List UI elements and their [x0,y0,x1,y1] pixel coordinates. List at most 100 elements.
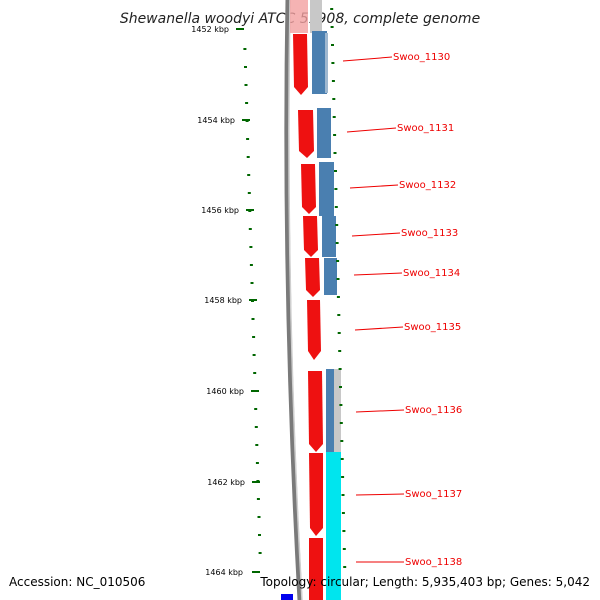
gene-label-swoo-1134[interactable]: Swoo_1134 [403,268,460,279]
tick-label-1460: 1460 kbp [206,387,244,396]
minor-tick-right [333,152,337,154]
hit-4 [322,216,336,257]
minor-tick-right [332,116,336,118]
tick-label-1456: 1456 kbp [201,206,239,215]
tick-label-1454: 1454 kbp [197,116,235,125]
minor-tick-right [341,512,345,514]
topology-text: Topology: circular; Length: 5,935,403 bp… [259,575,590,589]
cds-arrow-swoo-1134 [305,258,320,297]
hit-5 [324,258,337,295]
minor-tick-right [340,458,344,460]
minor-tick-right [330,26,334,28]
minor-tick-right [334,188,338,190]
hit-1 [312,31,327,94]
minor-tick-right [336,278,340,280]
leader-swoo-1136 [355,409,405,413]
cds-arrow-swoo-1131 [298,110,314,158]
minor-tick-left [254,426,258,428]
leader-swoo-1132 [349,184,399,189]
minor-tick-left [245,120,249,122]
minor-tick-left [244,66,247,68]
minor-tick-right [337,314,341,316]
leader-swoo-1137 [355,493,405,496]
minor-tick-left [246,156,250,158]
bottom-marker [281,594,293,600]
minor-tick-left [251,318,255,320]
cds-arrow-swoo-1137 [309,453,323,536]
minor-tick-left [258,534,261,536]
cds-arrow-swoo-1132 [301,164,316,214]
gene-label-swoo-1132[interactable]: Swoo_1132 [399,180,456,191]
minor-tick-left [244,84,248,86]
minor-tick-left [252,336,256,338]
minor-tick-right [331,44,334,46]
minor-tick-left [248,210,252,212]
minor-tick-right [342,548,346,550]
gene-label-swoo-1131[interactable]: Swoo_1131 [397,123,454,134]
minor-tick-right [332,98,336,100]
hit-6 [326,369,334,452]
hit-6-grey [334,369,341,452]
minor-tick-left [257,516,261,518]
tick-label-1464: 1464 kbp [205,568,243,577]
minor-tick-left [256,480,260,482]
minor-tick-left [249,264,253,266]
cds-arrow-swoo-1138 [309,538,323,600]
minor-tick-right [333,134,337,136]
minor-tick-left [247,192,251,194]
scale-ticks: 1452 kbp 1454 kbp 1456 kbp 1458 kbp 1460… [191,25,260,577]
feature-top-faded [290,0,308,33]
minor-tick-right [334,170,337,172]
minor-tick-left [253,372,257,374]
gene-label-swoo-1133[interactable]: Swoo_1133 [401,228,458,239]
minor-tick-left [254,408,258,410]
accession-text: Accession: NC_010506 [9,575,145,589]
minor-tick-right [338,368,342,370]
hit-track [312,31,341,600]
gene-label-swoo-1136[interactable]: Swoo_1136 [405,405,462,416]
minor-tick-right [340,440,344,442]
minor-tick-left [243,48,247,50]
minor-tick-left [258,552,262,554]
minor-tick-left [248,228,252,230]
minor-tick-right [336,296,340,298]
gene-labels: Swoo_1130 Swoo_1131 Swoo_1132 Swoo_1133 … [342,52,462,568]
minor-tick-left [251,300,254,302]
minor-tick-left [245,102,249,104]
minor-tick-left [246,138,250,140]
minor-tick-left [255,462,259,464]
minor-tick-left [256,498,260,500]
minor-tick-right [343,566,347,568]
gene-label-swoo-1137[interactable]: Swoo_1137 [405,489,462,500]
minor-tick-right [341,476,345,478]
gene-label-swoo-1135[interactable]: Swoo_1135 [404,322,461,333]
cds-arrow-swoo-1130 [293,34,308,95]
cds-arrow-swoo-1136 [308,371,323,452]
hit-1-edge [325,33,328,93]
cds-arrow-swoo-1133 [303,216,318,257]
hit-3 [319,162,334,216]
minor-tick-right [339,404,343,406]
genome-backbone-highlight [288,0,303,600]
gene-label-swoo-1130[interactable]: Swoo_1130 [393,52,450,63]
minor-tick-right [338,350,342,352]
feature-top-grey [310,0,322,33]
minor-tick-right [339,422,343,424]
minor-tick-right [336,260,340,262]
minor-tick-right [335,242,339,244]
minor-tick-right [342,530,346,532]
tick-label-1462: 1462 kbp [207,478,245,487]
gene-label-swoo-1138[interactable]: Swoo_1138 [405,557,462,568]
minor-tick-right [331,80,335,82]
minor-tick-left [253,390,257,392]
minor-tick-right [339,386,342,388]
genome-backbone [284,0,303,600]
leader-swoo-1133 [351,232,401,237]
cds-arrow-swoo-1135 [307,300,321,360]
cds-track [293,34,323,600]
tick-label-1452: 1452 kbp [191,25,229,34]
minor-tick-right [334,206,338,208]
minor-tick-left [252,354,256,356]
leader-swoo-1135 [354,326,404,331]
